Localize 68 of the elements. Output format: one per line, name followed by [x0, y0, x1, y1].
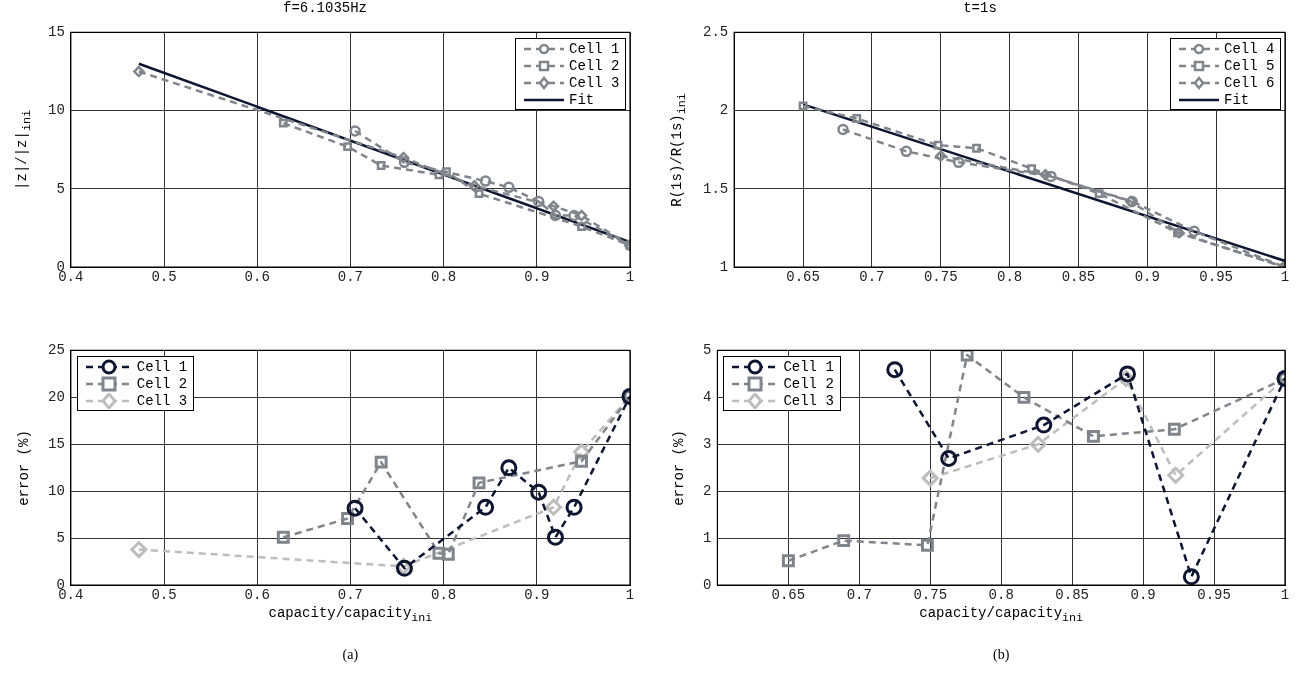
- legend-label: Cell 2: [136, 375, 188, 392]
- y-tick-label: 20: [47, 389, 65, 406]
- y-tick-label: 0: [703, 576, 712, 593]
- x-tick-label: 0.8: [430, 269, 457, 286]
- legend-label: Cell 3: [569, 74, 620, 91]
- chart-title: t=1s: [962, 0, 998, 16]
- x-tick-label: 0.5: [151, 269, 177, 286]
- x-tick-label: 0.5: [151, 587, 177, 604]
- x-tick-label: 0.7: [337, 269, 364, 286]
- y-tick-label: 4: [703, 389, 712, 406]
- y-tick-label: 2.5: [702, 24, 729, 41]
- x-tick-label: 0.85: [1061, 269, 1096, 286]
- y-axis-title: error (%): [671, 429, 687, 506]
- text: (b): [993, 647, 1010, 664]
- y-tick-label: 5: [56, 529, 65, 546]
- x-tick-label: 0.7: [337, 587, 364, 604]
- x-tick-label: 0.9: [1134, 269, 1160, 286]
- x-tick-label: 1: [625, 587, 635, 604]
- x-tick-label: 0.8: [430, 587, 457, 604]
- legend-label: Cell 2: [783, 375, 834, 392]
- x-axis-title: capacity/capacity$_{ini}$: [268, 605, 433, 625]
- legend-label: Cell 5: [1224, 57, 1275, 74]
- y-tick-label: 5: [703, 342, 712, 359]
- x-tick-label: 0.7: [846, 587, 872, 604]
- x-tick-label: 0.85: [1055, 587, 1089, 604]
- y-tick-label: 15: [47, 24, 65, 41]
- x-tick-label: 0.75: [913, 587, 948, 604]
- x-tick-label: 0.6: [244, 587, 270, 604]
- x-tick-label: 1: [1280, 587, 1290, 604]
- y-tick-label: 1: [719, 258, 729, 275]
- x-tick-label: 0.65: [771, 587, 806, 604]
- legend-label: Cell 1: [569, 40, 620, 57]
- y-tick-label: 5: [56, 180, 65, 197]
- legend-label: Fit: [569, 91, 595, 108]
- x-axis-title: capacity/capacity$_{ini}$: [919, 605, 1084, 625]
- legend-label: Cell 4: [1224, 40, 1275, 57]
- y-tick-label: 10: [47, 482, 65, 499]
- x-tick-label: 0.65: [786, 269, 820, 286]
- y-tick-label: 2: [703, 482, 712, 499]
- legend-label: Cell 1: [783, 358, 834, 375]
- x-tick-label: 0.95: [1197, 587, 1231, 604]
- y-tick-label: 15: [47, 436, 65, 453]
- x-tick-label: 0.9: [524, 269, 550, 286]
- y-tick-label: 1.5: [702, 180, 729, 197]
- legend-label: Cell 3: [783, 392, 834, 409]
- y-axis-title: error (%): [16, 429, 32, 506]
- x-tick-label: 0.7: [859, 269, 885, 286]
- legend-label: Cell 1: [136, 358, 188, 375]
- chart-title: f=6.1035Hz: [282, 0, 368, 16]
- x-tick-label: 0.9: [524, 587, 550, 604]
- y-tick-label: 1: [703, 529, 712, 546]
- legend-label: Cell 6: [1224, 74, 1275, 91]
- x-tick-label: 0.8: [996, 269, 1023, 286]
- text: (a): [342, 647, 359, 664]
- x-tick-label: 1: [625, 269, 635, 286]
- x-tick-label: 0.75: [923, 269, 958, 286]
- y-tick-label: 25: [47, 342, 65, 359]
- legend-label: Fit: [1224, 91, 1250, 108]
- y-tick-label: 2: [719, 102, 729, 119]
- x-tick-label: 0.8: [988, 587, 1014, 604]
- x-tick-label: 0.6: [244, 269, 270, 286]
- legend-label: Cell 3: [136, 392, 188, 409]
- x-tick-label: 1: [1280, 269, 1290, 286]
- y-tick-label: 10: [47, 102, 65, 119]
- x-tick-label: 0.9: [1130, 587, 1156, 604]
- y-tick-label: 3: [703, 436, 712, 453]
- x-tick-label: 0.95: [1199, 269, 1233, 286]
- legend-label: Cell 2: [569, 57, 620, 74]
